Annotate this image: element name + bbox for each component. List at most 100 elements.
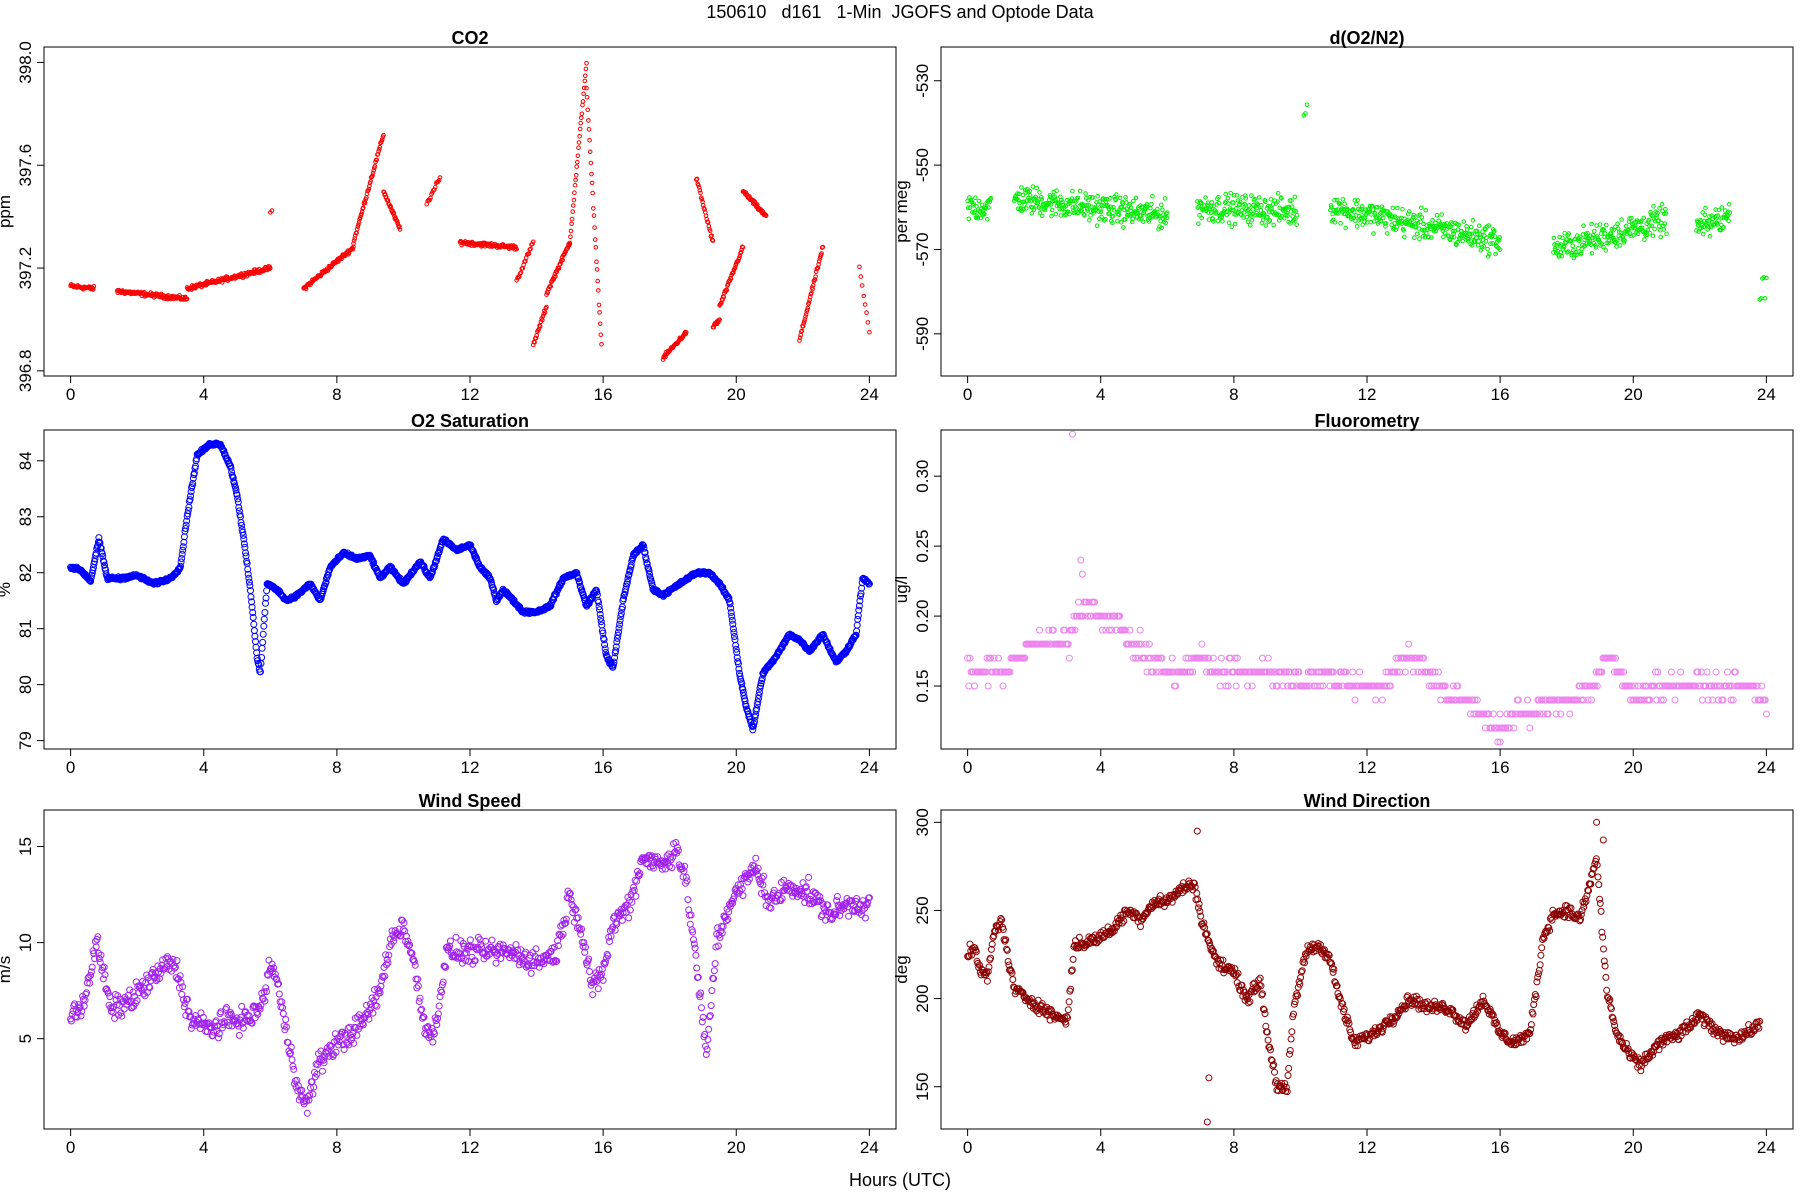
data-point — [1118, 219, 1124, 225]
data-point — [710, 238, 716, 243]
data-point — [857, 264, 862, 270]
y-axis-label: m/s — [0, 956, 14, 983]
data-point — [797, 335, 803, 341]
data-point — [1371, 219, 1377, 224]
data-point — [763, 213, 769, 219]
data-point — [1345, 206, 1350, 212]
data-point — [589, 991, 597, 999]
data-point — [1245, 219, 1251, 225]
data-point — [1077, 556, 1085, 564]
data-point — [350, 246, 356, 252]
y-axis-label: ug/l — [892, 576, 911, 603]
data-point — [1434, 212, 1440, 218]
data-point — [1053, 197, 1058, 202]
data-point — [1225, 195, 1231, 201]
data-point — [1354, 201, 1359, 207]
data-point — [1211, 219, 1216, 224]
x-tick-label: 24 — [860, 1138, 879, 1157]
data-point — [390, 208, 395, 213]
data-point — [812, 277, 818, 282]
data-point — [594, 259, 599, 265]
data-point — [724, 287, 730, 293]
data-point — [1023, 190, 1028, 195]
data-point — [540, 314, 546, 319]
data-point — [1429, 223, 1435, 228]
data-point — [1037, 190, 1042, 195]
data-point — [979, 202, 985, 208]
data-point — [1371, 231, 1376, 236]
data-point — [1466, 236, 1472, 242]
data-point — [1159, 225, 1165, 231]
data-point — [1197, 212, 1202, 218]
data-point — [973, 195, 978, 200]
x-tick-label: 24 — [860, 758, 879, 777]
data-point — [1394, 224, 1400, 230]
shared-x-axis-label: Hours (UTC) — [849, 1170, 951, 1190]
data-point — [1468, 224, 1474, 230]
data-point — [1103, 199, 1109, 204]
data-point — [1418, 219, 1423, 224]
data-point — [1762, 710, 1770, 718]
data-point — [694, 177, 699, 182]
data-point — [577, 134, 582, 139]
data-point — [1481, 244, 1486, 249]
data-point — [1724, 668, 1731, 676]
data-point — [1256, 195, 1262, 200]
data-point — [1242, 193, 1248, 198]
data-point — [303, 1109, 311, 1117]
y-tick-label: 84 — [16, 451, 35, 470]
data-point — [1021, 207, 1026, 212]
data-point — [1414, 231, 1420, 237]
data-point — [1079, 208, 1084, 213]
data-point — [1113, 197, 1118, 203]
data-point — [1420, 233, 1426, 239]
data-point — [1561, 244, 1567, 250]
data-point — [488, 936, 496, 944]
data-point — [1576, 238, 1582, 244]
data-point — [1470, 217, 1476, 223]
data-point — [697, 188, 703, 193]
data-point — [1383, 224, 1388, 229]
data-point — [1056, 201, 1061, 207]
data-point — [1478, 234, 1483, 240]
data-point — [1199, 215, 1204, 221]
x-tick-label: 4 — [1096, 758, 1105, 777]
data-point — [1069, 430, 1076, 438]
y-tick-label: -530 — [913, 64, 932, 98]
y-tick-label: 15 — [16, 837, 35, 856]
y-tick-label: 0.25 — [913, 530, 932, 563]
x-tick-label: 8 — [332, 758, 341, 777]
data-point — [258, 644, 266, 652]
data-point — [370, 170, 376, 176]
data-point — [1488, 241, 1493, 246]
data-point — [820, 244, 826, 250]
data-point — [514, 246, 519, 252]
data-point — [319, 1067, 326, 1075]
x-tick-label: 4 — [199, 1138, 208, 1157]
data-point — [1287, 198, 1293, 203]
data-point — [807, 294, 813, 300]
data-point — [731, 270, 736, 276]
data-point — [965, 682, 973, 690]
data-point — [528, 246, 533, 252]
data-point — [1566, 710, 1574, 718]
y-tick-label: 5 — [16, 1034, 35, 1043]
x-tick-label: 12 — [1358, 385, 1377, 404]
data-point — [1208, 210, 1214, 215]
data-point — [1039, 197, 1044, 202]
data-point — [1220, 219, 1225, 224]
data-point — [1439, 212, 1444, 217]
x-tick-label: 8 — [1229, 385, 1238, 404]
data-point — [1593, 245, 1599, 250]
data-point — [1492, 228, 1497, 234]
data-point — [1372, 696, 1380, 704]
data-point — [571, 203, 576, 208]
data-point — [1590, 235, 1595, 241]
data-point — [1577, 234, 1583, 240]
x-tick-label: 16 — [594, 758, 613, 777]
data-point — [1437, 696, 1445, 704]
data-point — [532, 945, 540, 953]
data-point — [177, 293, 182, 298]
data-point — [1037, 210, 1043, 216]
